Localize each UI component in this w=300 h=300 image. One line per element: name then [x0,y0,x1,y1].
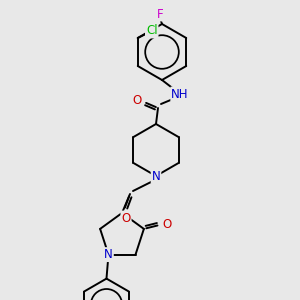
Text: O: O [132,94,142,106]
Text: O: O [122,212,130,224]
Text: N: N [152,169,160,182]
Text: O: O [162,218,172,231]
Text: NH: NH [171,88,189,100]
Text: F: F [157,8,163,20]
Text: Cl: Cl [146,25,158,38]
Text: N: N [104,248,113,261]
